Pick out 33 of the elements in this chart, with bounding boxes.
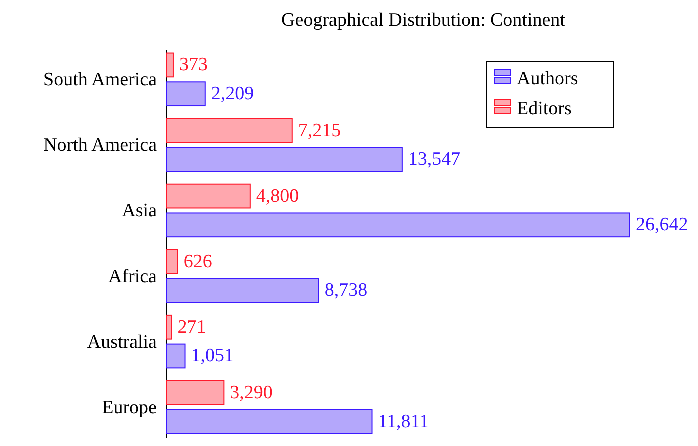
data-label: 626: [184, 251, 212, 272]
data-label: 373: [179, 54, 208, 76]
bar: [166, 380, 225, 406]
bar: [166, 278, 320, 304]
bar: [166, 82, 206, 107]
data-label: 26,642: [636, 214, 688, 236]
data-label: 13,547: [408, 149, 461, 170]
y-tick-label: Europe: [102, 397, 157, 418]
data-label: 271: [178, 316, 206, 338]
data-label: 7,215: [298, 120, 342, 142]
bar: [166, 344, 186, 369]
data-label: 1,051: [191, 346, 234, 367]
data-label: 11,811: [378, 411, 430, 432]
y-tick-label: Asia: [122, 200, 158, 222]
y-tick-label: North America: [44, 135, 158, 156]
data-label: 4,800: [256, 186, 300, 207]
legend-label: Authors: [517, 68, 578, 90]
bar: [166, 249, 178, 274]
y-tick-label: South America: [44, 70, 158, 91]
bar: [166, 212, 630, 238]
y-tick-label: Australia: [87, 332, 158, 353]
bar: [166, 314, 172, 340]
bar: [166, 118, 293, 144]
chart-title: Geographical Distribution: Continent: [282, 10, 566, 31]
bar: [166, 52, 174, 78]
data-label: 8,738: [324, 280, 368, 302]
data-label: 2,209: [211, 84, 254, 105]
bar: [166, 184, 251, 209]
data-label: 3,290: [230, 382, 273, 404]
bar: [166, 147, 403, 172]
y-tick-label: Africa: [108, 266, 158, 288]
legend-label: Editors: [517, 98, 572, 120]
bar: [166, 409, 373, 434]
